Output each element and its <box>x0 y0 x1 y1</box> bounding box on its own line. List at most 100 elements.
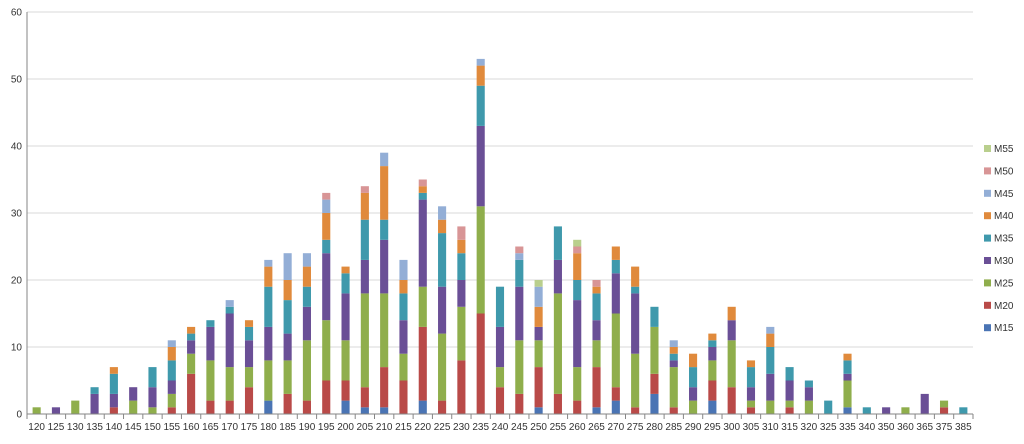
bar-segment-m30-175 <box>244 340 254 368</box>
bar-segment-m25-315 <box>785 400 794 408</box>
bar-segment-m40-160 <box>187 326 196 334</box>
bar-segment-m30-335 <box>843 373 852 381</box>
bar-segment-m25-230 <box>457 306 466 361</box>
bar-segment-m30-135 <box>90 393 99 414</box>
legend-swatch-m30 <box>984 257 991 264</box>
bar-segment-m25-180 <box>264 360 273 401</box>
bar-segment-m20-375 <box>939 407 949 414</box>
bar-segment-m25-225 <box>438 333 447 401</box>
legend-label-m30: M30 <box>994 256 1014 267</box>
bar-segment-m20-275 <box>631 407 640 414</box>
legend-label-m40: M40 <box>994 211 1014 222</box>
bar-segment-m20-155 <box>167 407 176 414</box>
x-tick-label: 265 <box>588 422 605 433</box>
bar-segment-m45-225 <box>438 206 447 220</box>
bar-segment-m25-120 <box>32 407 41 414</box>
x-tick-label: 195 <box>318 422 335 433</box>
bar-segment-m25-240 <box>495 367 505 388</box>
bar-segment-m25-295 <box>708 360 717 381</box>
x-tick-label: 365 <box>916 422 933 433</box>
x-tick-label: 315 <box>781 422 798 433</box>
bar-segment-m30-245 <box>515 286 524 341</box>
bar-segment-m30-250 <box>534 326 543 341</box>
x-tick-label: 270 <box>607 422 624 433</box>
bar-layer <box>32 58 968 414</box>
bar-segment-m20-270 <box>611 387 620 401</box>
y-tick-label: 0 <box>16 410 22 421</box>
axes: 0 10 20 30 40 50 60 120 125 130 135 140 145 150 155 160… <box>11 8 974 433</box>
bar-segment-m35-150 <box>148 367 157 388</box>
bar-segment-m30-285 <box>669 360 678 368</box>
bar-segment-m15-270 <box>611 400 620 414</box>
bar-segment-m25-190 <box>302 340 311 401</box>
legend-swatch-m20 <box>984 301 991 309</box>
bar-segment-m35-195 <box>322 239 331 254</box>
x-tick-label: 340 <box>858 422 875 433</box>
bar-segment-m35-305 <box>746 367 756 388</box>
bar-segment-m25-150 <box>148 407 157 414</box>
bar-segment-m35-315 <box>785 367 794 381</box>
bar-segment-m30-165 <box>206 326 215 361</box>
bar-segment-m35-275 <box>631 286 640 294</box>
bar-segment-m20-300 <box>727 387 736 414</box>
bar-segment-m40-250 <box>534 306 543 327</box>
bar-segment-m25-170 <box>225 367 234 401</box>
x-tick-label: 200 <box>337 422 354 433</box>
bar-segment-m35-190 <box>302 286 311 307</box>
x-tick-label: 240 <box>492 422 509 433</box>
bar-segment-m35-175 <box>244 326 254 341</box>
legend-label-m20: M20 <box>994 301 1014 312</box>
bar-segment-m20-285 <box>669 407 678 414</box>
bar-segment-m45-210 <box>380 152 389 167</box>
bar-segment-m30-260 <box>573 300 582 368</box>
bar-segment-m20-255 <box>553 393 562 414</box>
bar-segment-m35-165 <box>206 320 215 327</box>
bar-segment-m40-300 <box>727 306 736 321</box>
bar-segment-m20-235 <box>476 313 485 414</box>
bar-segment-m40-200 <box>341 266 350 274</box>
bar-segment-m25-255 <box>553 293 562 394</box>
bar-segment-m40-290 <box>689 353 698 368</box>
bar-segment-m50-260 <box>573 246 582 254</box>
x-tick-label: 275 <box>627 422 644 433</box>
bar-segment-m20-140 <box>109 407 118 414</box>
bar-segment-m45-195 <box>322 199 331 213</box>
bar-segment-m30-300 <box>727 320 736 341</box>
bar-segment-m40-175 <box>244 320 254 327</box>
bar-segment-m35-335 <box>843 360 852 374</box>
bar-segment-m25-165 <box>206 360 215 401</box>
legend-label-m25: M25 <box>994 278 1014 289</box>
x-tick-label: 335 <box>839 422 856 433</box>
bar-segment-m50-230 <box>457 226 466 240</box>
bar-segment-m35-230 <box>457 253 466 280</box>
bar-segment-m35-205 <box>360 219 369 260</box>
bar-segment-m25-270 <box>611 313 620 388</box>
bar-segment-m35-320 <box>804 380 813 388</box>
bar-segment-m45-310 <box>766 326 775 334</box>
bar-segment-m25-220 <box>418 286 427 327</box>
bar-segment-m25-310 <box>766 400 775 414</box>
y-tick-label: 20 <box>11 276 23 287</box>
x-tick-label: 145 <box>125 422 142 433</box>
bar-segment-m40-310 <box>766 333 775 347</box>
bar-segment-m20-315 <box>785 407 794 414</box>
bar-segment-m50-265 <box>592 280 601 287</box>
x-tick-label: 180 <box>260 422 277 433</box>
bar-segment-m25-275 <box>631 353 640 408</box>
bar-segment-m20-295 <box>708 380 717 401</box>
x-tick-label: 135 <box>86 422 103 433</box>
bar-segment-m25-375 <box>939 400 949 408</box>
bar-segment-m35-325 <box>824 400 833 414</box>
bar-segment-m55-260 <box>573 239 582 247</box>
x-tick-label: 320 <box>801 422 818 433</box>
bar-segment-m20-170 <box>225 400 234 414</box>
bar-segment-m25-130 <box>71 400 80 414</box>
y-tick-label: 30 <box>11 209 23 220</box>
x-tick-label: 175 <box>241 422 258 433</box>
bar-segment-m35-265 <box>592 293 601 321</box>
bar-segment-m35-310 <box>766 347 775 374</box>
bar-segment-m30-195 <box>322 253 331 321</box>
bar-segment-m20-175 <box>244 387 254 414</box>
x-tick-label: 170 <box>221 422 238 433</box>
